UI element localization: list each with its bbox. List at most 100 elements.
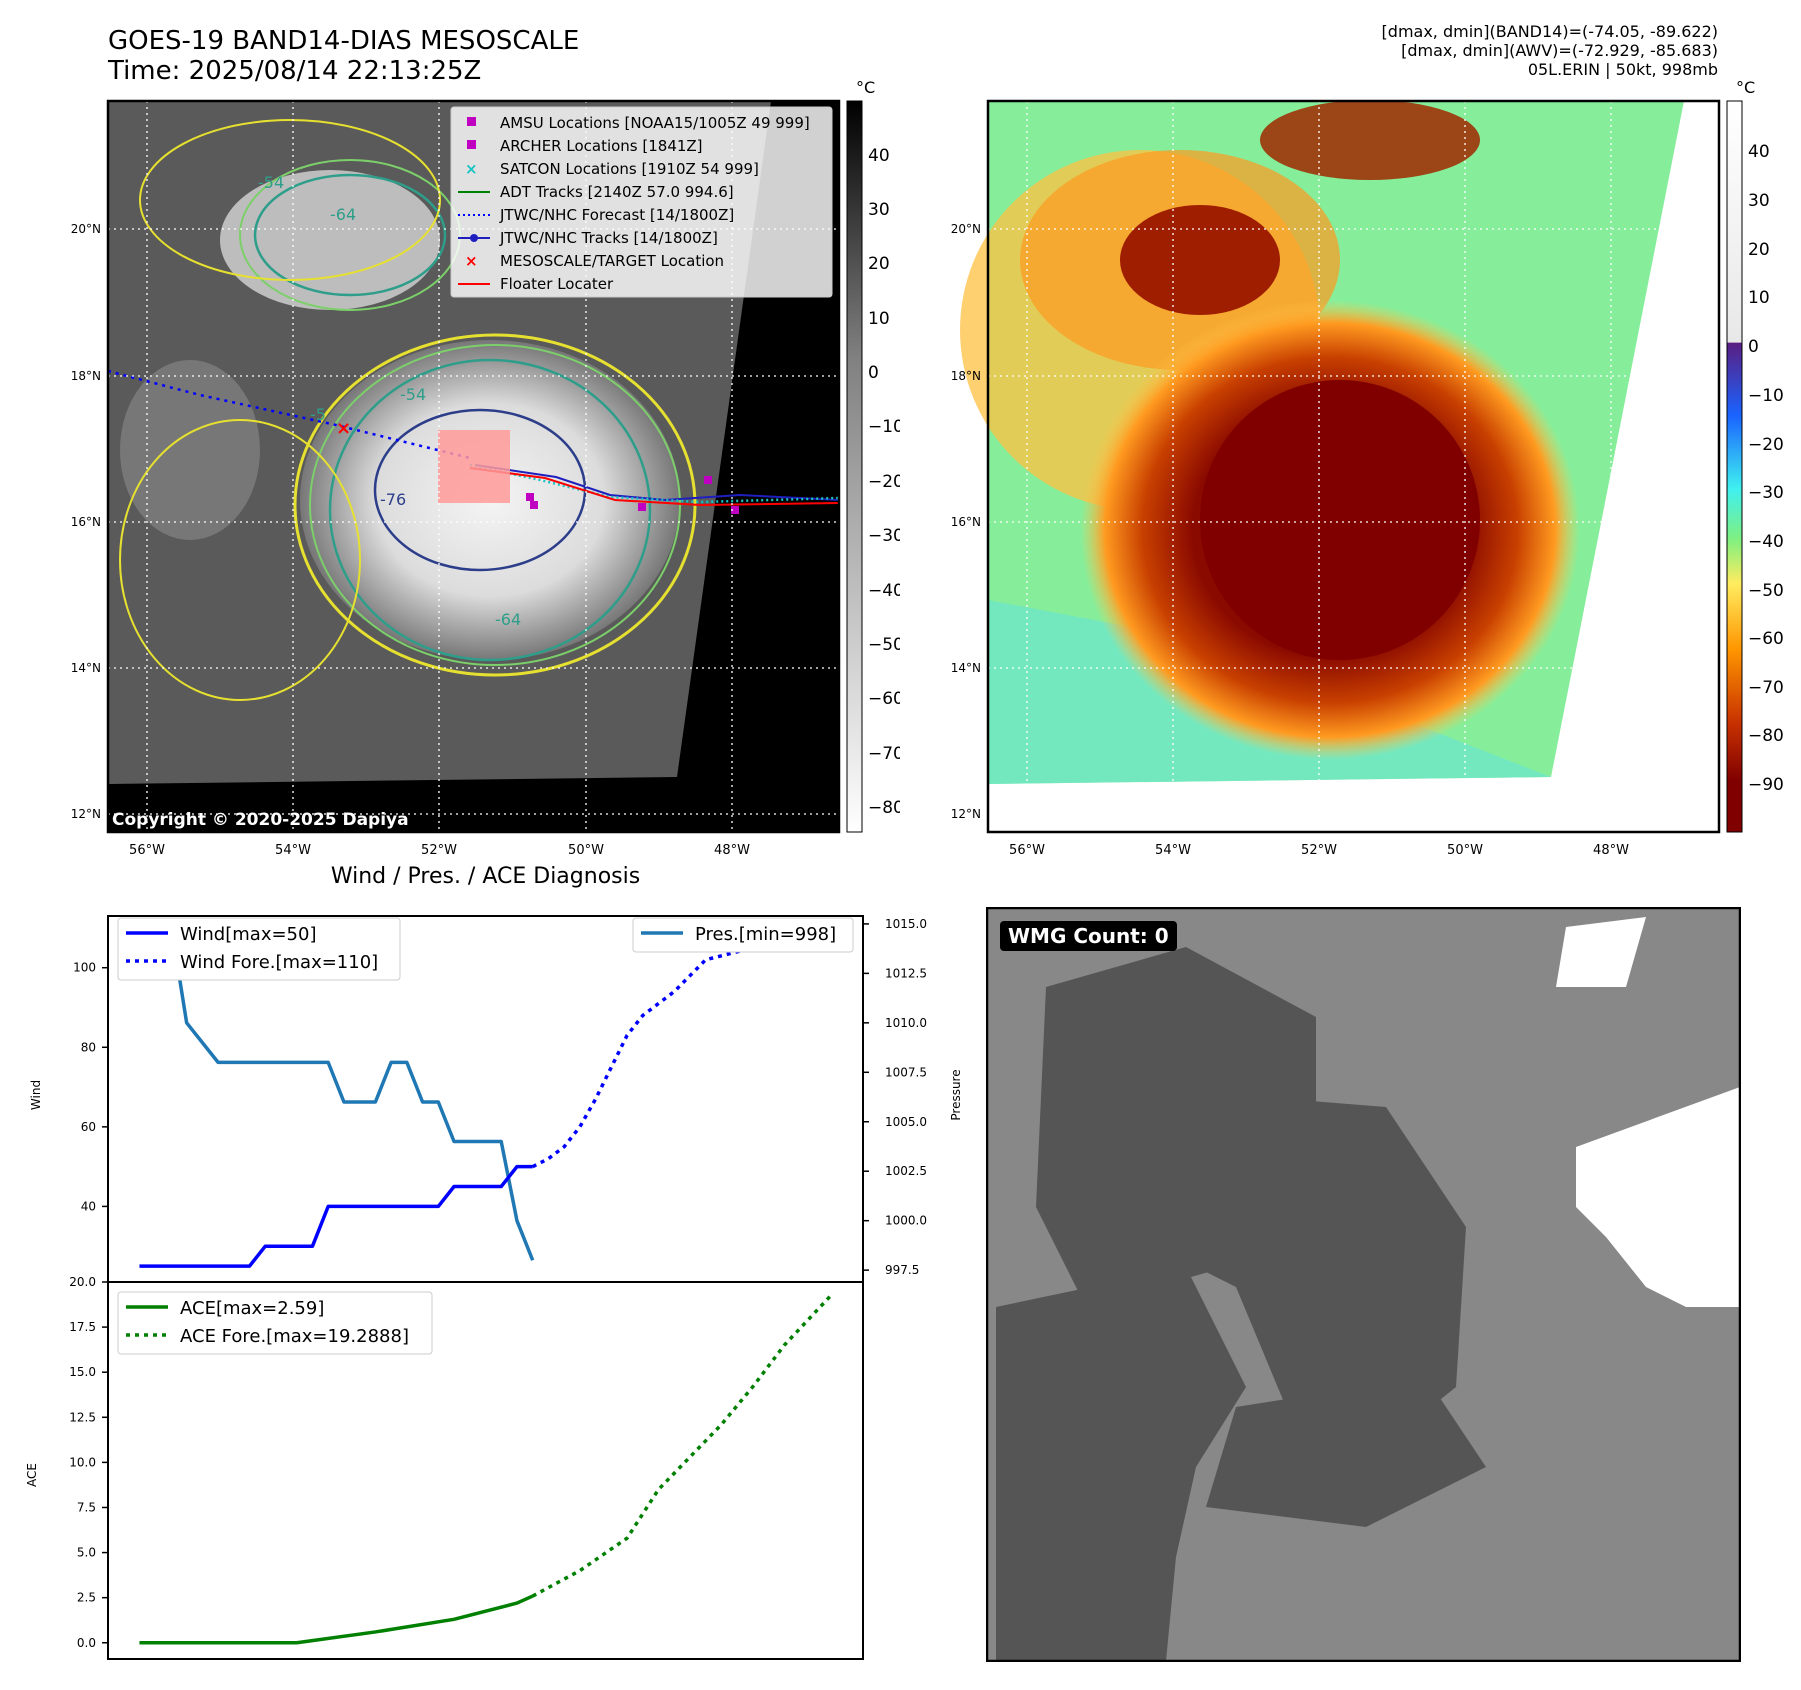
lon-label: 48°W <box>714 843 750 858</box>
info-block: [dmax, dmin](BAND14)=(-74.05, -89.622) [… <box>1382 22 1718 79</box>
svg-text:20: 20 <box>868 254 890 274</box>
floater-locater <box>469 467 840 507</box>
time-title: Time: 2025/08/14 22:13:25Z <box>108 56 482 86</box>
wind-axes: 40 60 80 100 997.5 1000.0 1002.5 1005.0 1007.5 10… <box>73 915 927 1283</box>
copyright: Copyright © 2020-2025 Dapiya <box>112 810 409 830</box>
color-map-frame <box>986 99 1721 834</box>
ir-map-panel: -54 -64 -76 -54 -64 -5 × 20°N 18°N 16°N … <box>71 78 900 858</box>
svg-text:−70: −70 <box>1748 678 1784 698</box>
color-cb-unit: °C <box>1736 78 1755 97</box>
svg-text:10: 10 <box>868 309 890 329</box>
ace-axis-tick-label: 12.5 <box>69 1410 96 1424</box>
svg-text:54°W: 54°W <box>1155 843 1191 858</box>
wmg-panel <box>986 907 1741 1662</box>
map-legend <box>450 106 833 298</box>
map-frame <box>106 99 841 834</box>
svg-text:52°W: 52°W <box>1301 843 1337 858</box>
lat-label: 18°N <box>71 369 101 383</box>
pres-axis-tick-label: 1007.5 <box>885 1065 927 1079</box>
legend-target: MESOSCALE/TARGET Location <box>500 252 724 270</box>
svg-text:−10: −10 <box>868 417 900 437</box>
main-title: GOES-19 BAND14-DIAS MESOSCALE <box>108 26 580 56</box>
lon-label: 52°W <box>421 843 457 858</box>
legend-satcon: SATCON Locations [1910Z 54 999] <box>500 160 759 178</box>
target-legend-marker: × <box>465 252 478 270</box>
ace-axis-tick-label: 15.0 <box>69 1365 96 1379</box>
awv-range: [dmax, dmin](AWV)=(-72.929, -85.683) <box>1401 41 1718 60</box>
wind-line <box>139 1164 533 1268</box>
wmg-dark-region <box>1136 1087 1466 1427</box>
diagnosis-chart: 40 60 80 100 997.5 1000.0 1002.5 1005.0 1007.5 10… <box>25 915 960 1660</box>
svg-text:12°N: 12°N <box>951 807 981 821</box>
lat-label: 20°N <box>71 222 101 236</box>
wmg-white-region <box>1576 1087 1740 1307</box>
svg-text:−90: −90 <box>1748 775 1784 795</box>
legend-tracks: JTWC/NHC Tracks [14/1800Z] <box>499 229 718 247</box>
wmg-count-badge: WMG Count: 0 <box>1000 921 1177 951</box>
pressure-line <box>139 922 535 1261</box>
wind-axis-tick-label: 60 <box>81 1120 96 1134</box>
contour-label: -54 <box>258 173 284 192</box>
svg-text:30: 30 <box>868 200 890 220</box>
ace-legend <box>117 1291 433 1355</box>
pres-axis-tick-label: 1002.5 <box>885 1164 927 1178</box>
ace-forecast-line <box>531 1293 833 1598</box>
band14-range: [dmax, dmin](BAND14)=(-74.05, -89.622) <box>1381 22 1718 41</box>
cold-top-northeast <box>1260 100 1480 180</box>
svg-text:20: 20 <box>1748 240 1770 260</box>
cloud-mass-north <box>220 170 440 310</box>
svg-text:18°N: 18°N <box>951 369 981 383</box>
legend-forecast: JTWC/NHC Forecast [14/1800Z] <box>499 206 734 224</box>
svg-text:−20: −20 <box>868 472 900 492</box>
pres-axis-tick-label: 1000.0 <box>885 1214 927 1228</box>
color-cb-ticks: 40 30 20 10 0 −10 −20 −30 −40 −50 −60 −7… <box>1748 142 1784 795</box>
svg-text:40: 40 <box>868 146 890 166</box>
svg-text:−30: −30 <box>1748 483 1784 503</box>
legend-floater: Floater Locater <box>500 275 614 293</box>
svg-text:−20: −20 <box>1748 435 1784 455</box>
wind-legend-entry: Wind[max=50] <box>180 924 317 945</box>
diag-title: Wind / Pres. / ACE Diagnosis <box>330 864 641 889</box>
svg-text:−60: −60 <box>868 689 900 709</box>
amsu-markers <box>526 476 739 514</box>
legend-amsu: AMSU Locations [NOAA15/1005Z 49 999] <box>500 114 810 132</box>
ace-axis-tick-label: 17.5 <box>69 1320 96 1334</box>
cloud-band-west <box>120 360 260 540</box>
pres-axis-tick-label: 1010.0 <box>885 1016 927 1030</box>
archer-legend-marker <box>467 140 476 149</box>
svg-text:−80: −80 <box>868 798 900 818</box>
svg-text:−50: −50 <box>1748 581 1784 601</box>
wmg-dark-region <box>996 1267 1246 1661</box>
gray-colorbar <box>846 100 863 833</box>
wind-axis-tick-label: 100 <box>73 961 96 975</box>
ace-axis-tick-label: 2.5 <box>77 1591 96 1605</box>
lon-label: 50°W <box>568 843 604 858</box>
svg-text:50°W: 50°W <box>1447 843 1483 858</box>
enhanced-map-panel: 20°N 18°N 16°N 14°N 12°N 56°W 54°W 52°W … <box>951 78 1784 858</box>
ace-frame <box>107 1281 864 1660</box>
ace-line <box>139 1594 534 1645</box>
pres-axis-tick-label: 1015.0 <box>885 917 927 931</box>
pres-axis-tick-label: 1005.0 <box>885 1115 927 1129</box>
svg-text:56°W: 56°W <box>1009 843 1045 858</box>
wind-axis-tick-label: 40 <box>81 1199 96 1213</box>
svg-text:0: 0 <box>868 363 879 383</box>
ace-legend-entry: ACE[max=2.59] <box>180 1298 324 1319</box>
wmg-white-region <box>1556 917 1646 987</box>
svg-text:40: 40 <box>1748 142 1770 162</box>
svg-text:20°N: 20°N <box>951 222 981 236</box>
ace-axes: 0.0 2.5 5.0 7.5 10.0 12.5 15.0 17.5 20.0 <box>69 1275 864 1660</box>
pres-ylabel: Pressure <box>949 1069 960 1120</box>
gray-cb-unit: °C <box>856 78 875 97</box>
target-marker: × <box>336 418 351 439</box>
gray-cb-ticks: 40 30 20 10 0 −10 −20 −30 −40 −50 −60 −7… <box>868 146 900 818</box>
wind-forecast-line <box>531 926 770 1169</box>
wind-axis-tick-label: 80 <box>81 1040 96 1054</box>
lat-labels: 20°N 18°N 16°N 14°N 12°N <box>71 222 101 821</box>
contour-label: -64 <box>330 205 356 224</box>
color-lon-labels: 56°W 54°W 52°W 50°W 48°W <box>1009 843 1629 858</box>
storm-info: 05L.ERIN | 50kt, 998mb <box>1527 60 1718 79</box>
pres-axis-tick-label: 997.5 <box>885 1263 919 1277</box>
lat-label: 14°N <box>71 661 101 675</box>
lat-label: 16°N <box>71 515 101 529</box>
